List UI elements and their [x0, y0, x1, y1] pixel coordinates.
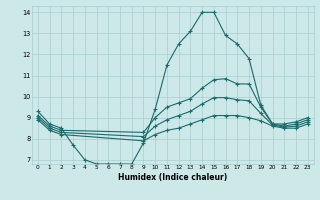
X-axis label: Humidex (Indice chaleur): Humidex (Indice chaleur) — [118, 173, 228, 182]
